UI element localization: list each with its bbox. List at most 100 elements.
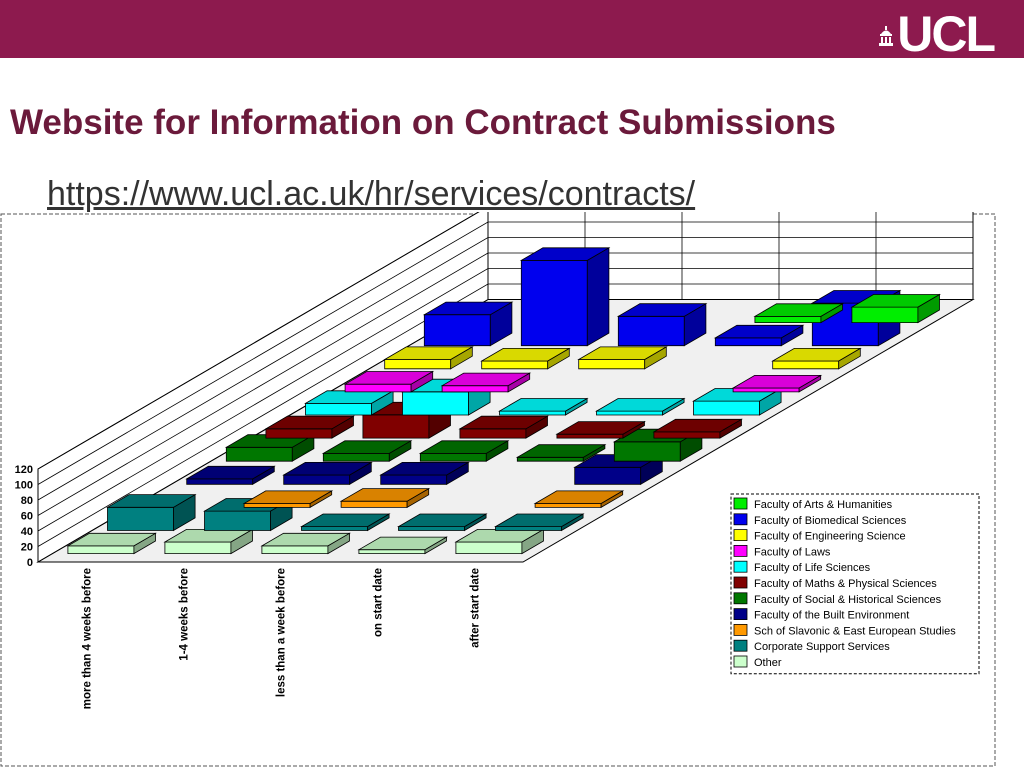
- bar-front: [265, 428, 333, 439]
- bar-front: [596, 410, 663, 416]
- bar-top: [771, 347, 862, 362]
- y-tick-label: 40: [21, 526, 33, 538]
- y-tick-label: 60: [21, 511, 33, 523]
- bar-top: [731, 374, 823, 389]
- x-category-label: less than a week before: [276, 568, 288, 697]
- contracts-link[interactable]: https://www.ucl.ac.uk/hr/services/contra…: [47, 175, 696, 213]
- bar-front: [384, 359, 452, 370]
- legend-swatch: [733, 608, 748, 621]
- legend-label: Faculty of Biomedical Sciences: [754, 515, 907, 527]
- bar-front: [578, 359, 646, 370]
- legend-swatch: [733, 592, 748, 605]
- gridline: [37, 252, 973, 516]
- bar-top: [397, 513, 488, 528]
- bar-front: [402, 391, 469, 416]
- bar-front: [398, 526, 465, 531]
- legend-swatch: [733, 513, 748, 526]
- bar-top: [713, 324, 805, 339]
- bar-front: [225, 446, 293, 462]
- bar-front: [556, 433, 624, 439]
- y-tick-label: 20: [21, 542, 33, 554]
- legend-label: Faculty of the Built Environment: [754, 610, 909, 622]
- bar-front: [261, 545, 329, 555]
- bar-front: [534, 503, 602, 508]
- y-tick-label: 0: [27, 557, 33, 569]
- bar-top: [185, 465, 276, 480]
- bar-top: [383, 346, 474, 360]
- bar-front: [516, 456, 584, 462]
- legend-box: [730, 493, 980, 675]
- bar-front: [67, 545, 135, 555]
- bar-front: [617, 315, 685, 347]
- bar-front: [574, 466, 642, 485]
- bar-front: [772, 360, 840, 370]
- bar-front: [653, 431, 721, 439]
- bar-front: [455, 541, 523, 555]
- page-title: Website for Information on Contract Subm…: [10, 103, 836, 142]
- legend-swatch: [733, 560, 748, 573]
- bar-top: [652, 418, 743, 433]
- bar-top: [422, 301, 514, 316]
- bar-top: [515, 444, 607, 458]
- legend-swatch: [733, 529, 748, 542]
- y-tick-label: 100: [15, 480, 33, 492]
- x-category-label: on start date: [373, 568, 385, 637]
- y-tick-label: 120: [15, 464, 33, 476]
- bar-top: [321, 440, 413, 454]
- legend-swatch: [733, 655, 748, 668]
- bar-front: [107, 506, 174, 531]
- bar-front: [714, 337, 782, 347]
- bar-top: [379, 461, 470, 476]
- bar-top: [339, 488, 431, 502]
- bar-top: [343, 371, 435, 385]
- legend-label: Faculty of Laws: [754, 546, 831, 558]
- legend-label: Other: [754, 657, 782, 669]
- bar-top: [616, 303, 708, 317]
- bar-top: [480, 347, 571, 362]
- bar-top: [494, 513, 585, 528]
- bar-top: [300, 513, 391, 528]
- chart-frame: [0, 213, 996, 767]
- ucl-logo: UCL: [879, 9, 996, 59]
- legend-label: Faculty of Social & Historical Sciences: [754, 594, 942, 606]
- legend-label: Faculty of Engineering Science: [754, 531, 906, 543]
- bar-front: [164, 541, 232, 555]
- legend-label: Faculty of Arts & Humanities: [754, 499, 893, 511]
- x-category-label: 1-4 weeks before: [179, 568, 191, 661]
- bar-front: [732, 387, 800, 393]
- bar-top: [458, 415, 549, 430]
- bar-front: [520, 260, 588, 347]
- bar-front: [243, 503, 311, 508]
- legend-label: Faculty of Maths & Physical Sciences: [754, 578, 937, 590]
- bar-top: [282, 461, 373, 476]
- bar-front: [283, 474, 351, 485]
- contract-submissions-chart: 0 20 40 60 80 100 120 more than 4 weeks before 1…: [0, 205, 996, 767]
- legend-label: Faculty of Life Sciences: [754, 562, 871, 574]
- legend-swatch: [733, 623, 748, 636]
- bar-front: [481, 360, 549, 370]
- legend-swatch: [733, 544, 748, 557]
- bar-front: [441, 385, 509, 393]
- portico-icon: [879, 26, 894, 46]
- bar-top: [555, 421, 646, 435]
- bar-top: [595, 398, 686, 412]
- bar-top: [850, 294, 941, 308]
- bar-front: [423, 314, 491, 347]
- legend-swatch: [733, 639, 748, 652]
- bar-top: [519, 247, 611, 261]
- bar-front: [693, 400, 760, 416]
- chart-container: 0 20 40 60 80 100 120 more than 4 weeks before 1…: [0, 205, 1000, 768]
- bar-top: [498, 398, 589, 412]
- bar-front: [204, 510, 271, 531]
- bar-side: [586, 247, 610, 347]
- header-bar: UCL: [0, 0, 1024, 59]
- bar-front: [459, 428, 527, 439]
- bar-top: [260, 532, 351, 547]
- bar-front: [419, 452, 487, 462]
- bar-top: [533, 490, 625, 504]
- bar-front: [301, 526, 368, 531]
- bar-front: [754, 316, 822, 323]
- bar-front: [358, 549, 426, 555]
- legend-label: Sch of Slavonic & East European Studies: [754, 625, 956, 637]
- x-category-label: after start date: [470, 568, 482, 648]
